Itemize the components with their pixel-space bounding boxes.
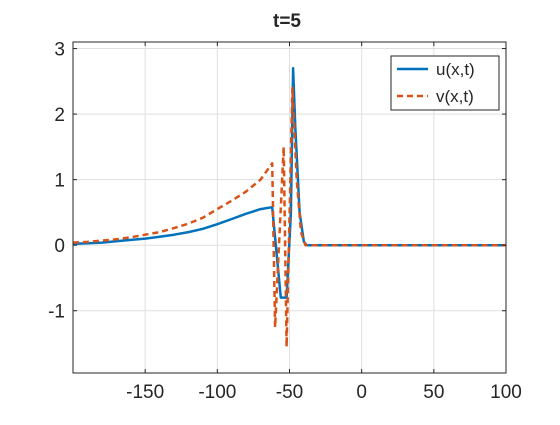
legend-label-u: u(x,t) xyxy=(436,60,475,79)
chart-title: t=5 xyxy=(273,11,301,32)
y-tick-label: 1 xyxy=(54,171,65,192)
x-tick-label: -50 xyxy=(276,382,303,403)
y-tick-label: 2 xyxy=(54,105,65,126)
x-tick-label: -100 xyxy=(198,382,236,403)
series-line-u xyxy=(72,66,506,299)
x-tick-label: -150 xyxy=(126,382,164,403)
series-lines xyxy=(72,66,506,349)
x-tick-label: 50 xyxy=(423,382,444,403)
y-tick-label: -1 xyxy=(48,302,65,323)
x-tick-label: 100 xyxy=(490,382,522,403)
y-tick-label: 0 xyxy=(54,236,65,257)
legend-box xyxy=(390,55,500,111)
legend-label-v: v(x,t) xyxy=(436,87,474,106)
legend: u(x,t) v(x,t) xyxy=(390,55,500,111)
series-line-v xyxy=(72,86,506,349)
x-tick-label: 0 xyxy=(356,382,367,403)
y-tick-label: 3 xyxy=(54,40,65,61)
axis-ticks: -150 -100 -50 0 50 100 -1 0 1 2 3 xyxy=(48,40,522,403)
